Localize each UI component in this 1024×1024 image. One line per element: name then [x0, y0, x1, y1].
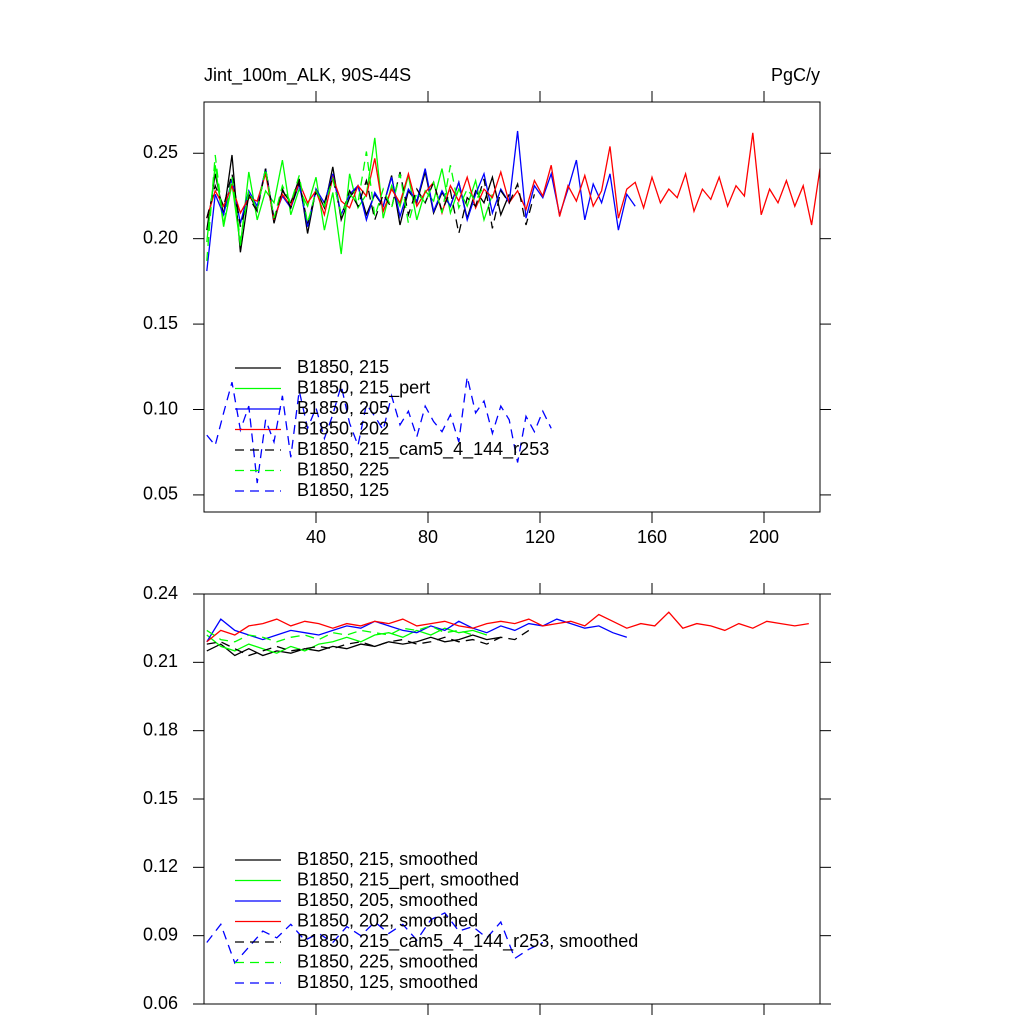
y-tick-label: 0.15 — [143, 313, 178, 333]
y-tick-label: 0.18 — [143, 719, 178, 739]
series-line — [206, 611, 809, 643]
legend-label: B1850, 225 — [297, 459, 389, 479]
y-tick-label: 0.10 — [143, 398, 178, 418]
x-tick-label: 160 — [637, 527, 667, 547]
y-tick-label: 0.15 — [143, 788, 178, 808]
series-line — [206, 132, 821, 226]
legend-label: B1850, 215_cam5_4_144_r253 — [297, 439, 549, 460]
x-tick-label: 200 — [749, 527, 779, 547]
y-tick-label: 0.05 — [143, 484, 178, 504]
series-line — [206, 627, 488, 654]
y-tick-label: 0.25 — [143, 142, 178, 162]
y-tick-label: 0.09 — [143, 924, 178, 944]
legend-label: B1850, 225, smoothed — [297, 951, 478, 971]
x-tick-label: 40 — [306, 527, 326, 547]
y-tick-label: 0.06 — [143, 993, 178, 1013]
plot-frame — [203, 101, 821, 513]
legend-label: B1850, 215, smoothed — [297, 849, 478, 869]
series-line — [206, 625, 474, 643]
legend-label: B1850, 215 — [297, 357, 389, 377]
legend-label: B1850, 125, smoothed — [297, 972, 478, 992]
legend-label: B1850, 205, smoothed — [297, 890, 478, 910]
legend-label: B1850, 205 — [297, 398, 389, 418]
legend-label: B1850, 215_cam5_4_144_r253, smoothed — [297, 931, 638, 952]
y-tick-label: 0.12 — [143, 856, 178, 876]
legend-label: B1850, 202, smoothed — [297, 910, 478, 930]
series-line — [206, 634, 501, 657]
series-line — [206, 618, 628, 643]
y-tick-label: 0.24 — [143, 583, 178, 603]
legend-label: B1850, 215_pert, smoothed — [297, 869, 519, 890]
x-tick-label: 120 — [525, 527, 555, 547]
y-tick-label: 0.21 — [143, 651, 178, 671]
units-label: PgC/y — [771, 65, 820, 85]
y-tick-label: 0.20 — [143, 227, 178, 247]
series-line — [206, 151, 485, 261]
chart-title: Jint_100m_ALK, 90S-44S — [204, 65, 411, 86]
legend-label: B1850, 215_pert — [297, 377, 430, 398]
series-line — [206, 629, 530, 657]
series-line — [206, 912, 544, 965]
plot-frame — [203, 593, 821, 1005]
x-tick-label: 80 — [418, 527, 438, 547]
legend-label: B1850, 125 — [297, 480, 389, 500]
series-line — [206, 376, 552, 484]
legend-label: B1850, 202 — [297, 418, 389, 438]
